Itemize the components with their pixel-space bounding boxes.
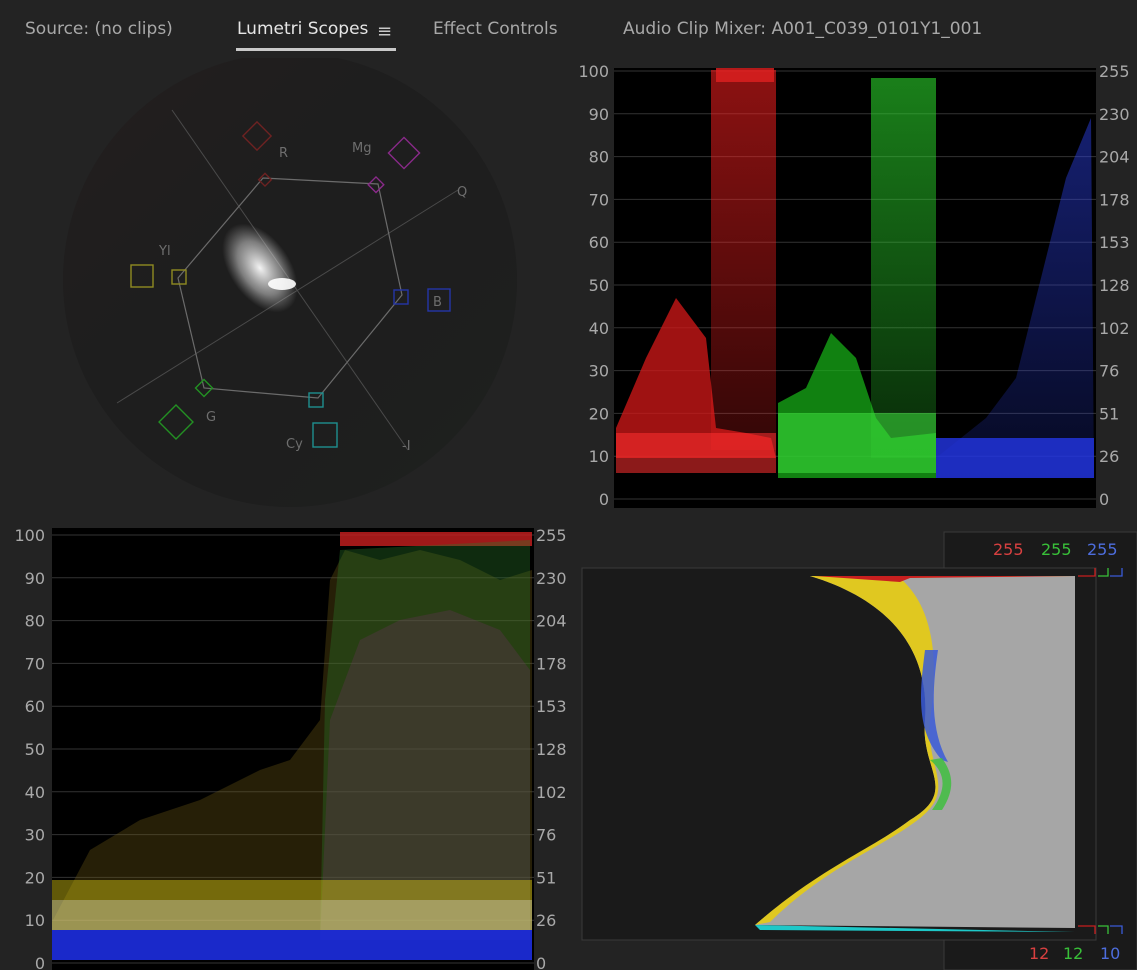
- target-box-red-outer: [241, 120, 273, 152]
- scale-label-right: 51: [1099, 404, 1119, 423]
- histogram-red: [815, 576, 1075, 582]
- scale-label-right: 178: [536, 654, 567, 673]
- scale-label-left: 90: [25, 569, 45, 588]
- scale-label-right: 26: [536, 911, 556, 930]
- hamburger-menu-icon[interactable]: ≡: [377, 21, 393, 42]
- scale-label-right: 255: [1099, 62, 1130, 81]
- scale-label-left: 100: [578, 62, 609, 81]
- scale-label-right: 26: [1099, 447, 1119, 466]
- waveform-trace-green: [320, 540, 530, 940]
- vectorscope: R Mg B Cy G Yl Q -I: [63, 58, 517, 507]
- scale-label-right: 0: [536, 954, 546, 970]
- axis-label-i: -I: [402, 439, 411, 454]
- scale-label-right: 0: [1099, 490, 1109, 509]
- scale-label-left: 70: [25, 654, 45, 673]
- scale-label-left: 40: [25, 783, 45, 802]
- target-box-yellow-outer: [130, 264, 154, 288]
- histogram-bottom-red: 12: [1029, 944, 1049, 963]
- scale-label-right: 102: [536, 783, 567, 802]
- scale-label-right: 255: [536, 526, 567, 545]
- active-tab-indicator: [236, 48, 396, 51]
- scale-label-right: 230: [1099, 105, 1130, 124]
- waveform-trace-yellow: [52, 550, 532, 960]
- histogram-yellow: [755, 576, 1075, 925]
- parade-blue-channel: [936, 118, 1094, 478]
- scale-label-left: 0: [599, 490, 609, 509]
- vectorscope-trace: [222, 223, 298, 313]
- waveform-trace-magenta: [320, 610, 530, 940]
- histogram-luma: [755, 576, 1075, 928]
- tab-lumetri-scopes[interactable]: Lumetri Scopes: [237, 19, 369, 39]
- scale-label-right: 178: [1099, 190, 1130, 209]
- scale-label-right: 128: [1099, 276, 1130, 295]
- scale-label-right: 230: [536, 569, 567, 588]
- histogram-bottom-blue: 10: [1100, 944, 1120, 963]
- scale-label-left: 100: [14, 526, 45, 545]
- axis-label-q: Q: [457, 185, 467, 200]
- scale-label-right: 128: [536, 740, 567, 759]
- scale-label-left: 90: [589, 105, 609, 124]
- scale-label-right: 153: [536, 697, 567, 716]
- scale-label-left: 50: [25, 740, 45, 759]
- scale-label-left: 50: [589, 276, 609, 295]
- scale-label-left: 20: [589, 404, 609, 423]
- target-box-green-outer: [158, 404, 194, 440]
- target-box-blue-outer: [427, 288, 451, 312]
- histogram-top-green: 255: [1041, 540, 1072, 559]
- tab-source[interactable]: Source: (no clips): [25, 19, 173, 39]
- scale-label-left: 30: [589, 362, 609, 381]
- scale-label-left: 10: [25, 911, 45, 930]
- scale-label-left: 70: [589, 190, 609, 209]
- scale-label-right: 204: [536, 612, 567, 631]
- target-box-cyan-outer: [312, 422, 338, 448]
- scale-label-left: 10: [589, 447, 609, 466]
- scale-label-left: 80: [25, 612, 45, 631]
- target-label-yl: Yl: [158, 244, 171, 259]
- scale-label-right: 153: [1099, 233, 1130, 252]
- scale-label-left: 30: [25, 826, 45, 845]
- tab-effect-controls[interactable]: Effect Controls: [433, 19, 558, 39]
- histogram-top-red: 255: [993, 540, 1024, 559]
- scale-label-right: 76: [1099, 362, 1119, 381]
- target-label-mg: Mg: [352, 141, 371, 156]
- scale-label-left: 20: [25, 868, 45, 887]
- histogram: 255 255 255 12 12 10: [581, 531, 1137, 970]
- histogram-green: [930, 758, 952, 810]
- scale-label-left: 60: [25, 697, 45, 716]
- histogram-top-blue: 255: [1087, 540, 1118, 559]
- scale-label-left: 60: [589, 233, 609, 252]
- scale-label-right: 204: [1099, 148, 1130, 167]
- scale-label-right: 102: [1099, 319, 1130, 338]
- scale-label-left: 40: [589, 319, 609, 338]
- scale-label-left: 0: [35, 954, 45, 970]
- tab-audio-clip-mixer[interactable]: Audio Clip Mixer: A001_C039_0101Y1_001: [623, 19, 983, 39]
- target-label-cy: Cy: [286, 437, 303, 452]
- target-box-magenta-outer: [387, 136, 421, 170]
- scale-label-left: 80: [589, 148, 609, 167]
- histogram-bottom-green: 12: [1063, 944, 1083, 963]
- scale-label-right: 51: [536, 868, 556, 887]
- target-label-g: G: [206, 410, 216, 425]
- histogram-blue: [921, 650, 948, 762]
- target-label-b: B: [433, 295, 442, 310]
- parade-red-channel: [616, 298, 776, 458]
- target-label-r: R: [279, 146, 288, 161]
- panel-tab-bar: Source: (no clips) Lumetri Scopes ≡ Effe…: [0, 0, 1137, 58]
- scale-label-right: 76: [536, 826, 556, 845]
- vectorscope-graticule: [177, 177, 403, 399]
